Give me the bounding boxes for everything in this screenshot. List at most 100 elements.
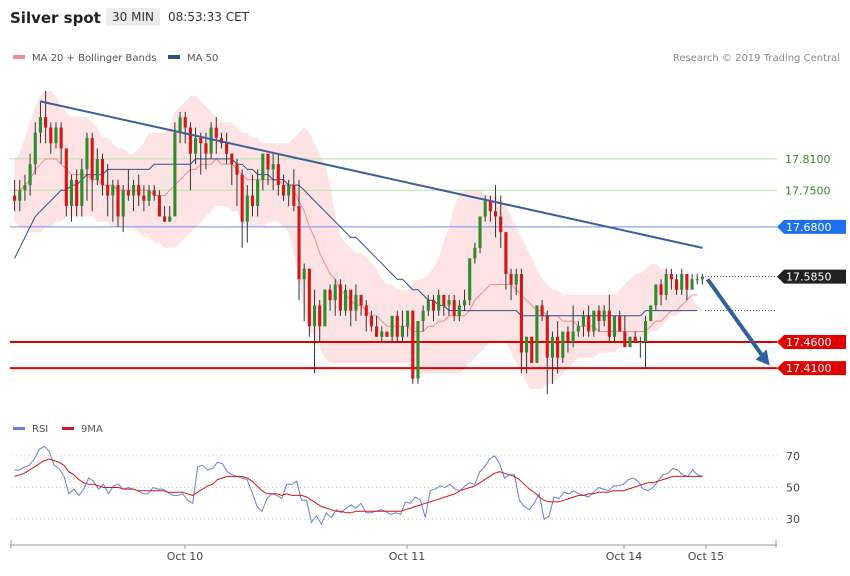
candle-bearish bbox=[64, 148, 68, 206]
candle-bullish bbox=[643, 321, 648, 342]
candle-bullish bbox=[400, 326, 405, 337]
rsi-tick-50: 50 bbox=[786, 482, 800, 495]
candle-bearish bbox=[452, 300, 456, 316]
candle-bullish bbox=[535, 305, 539, 363]
candle-bearish bbox=[493, 211, 498, 217]
last-price-tag bbox=[777, 269, 846, 284]
candle-bearish bbox=[597, 310, 601, 322]
interval-badge[interactable]: 30 MIN bbox=[106, 8, 160, 26]
candle-bearish bbox=[75, 179, 79, 206]
rsi-line bbox=[14, 445, 703, 525]
candle-bearish bbox=[49, 127, 53, 144]
rsi-legend-swatch bbox=[13, 427, 25, 430]
candle-bearish bbox=[116, 185, 120, 217]
candle-bearish bbox=[349, 289, 353, 311]
candle-bullish bbox=[426, 300, 430, 311]
level-tag-17.6800 bbox=[777, 219, 846, 234]
candle-bearish bbox=[504, 232, 508, 274]
candle-bearish bbox=[152, 190, 156, 196]
candle-bearish bbox=[375, 326, 379, 337]
candle-bearish bbox=[183, 117, 187, 128]
candle-bullish bbox=[333, 284, 337, 301]
ma50-legend-label: MA 50 bbox=[187, 53, 218, 64]
candle-bearish bbox=[618, 315, 622, 332]
level-label-17.4600: 17.4600 bbox=[786, 336, 832, 349]
ma20-legend-swatch bbox=[13, 55, 25, 59]
candle-bullish bbox=[690, 279, 694, 290]
candle-bullish bbox=[95, 158, 99, 180]
candle-bullish bbox=[664, 274, 668, 295]
candle-bearish bbox=[230, 153, 234, 165]
candle-bullish bbox=[612, 315, 617, 337]
candle-bearish bbox=[235, 164, 239, 175]
candle-bullish bbox=[344, 289, 348, 311]
candle-bullish bbox=[654, 284, 658, 306]
candle-bearish bbox=[292, 185, 296, 206]
candle-bearish bbox=[509, 274, 513, 285]
candle-bearish bbox=[13, 195, 17, 201]
candle-bullish bbox=[561, 331, 565, 358]
candle-bullish bbox=[209, 127, 213, 154]
candle-bullish bbox=[261, 153, 265, 180]
candle-bullish bbox=[700, 276, 704, 280]
level-label-17.7500: 17.7500 bbox=[785, 184, 831, 197]
level-label-17.4100: 17.4100 bbox=[786, 362, 832, 375]
candle-bearish bbox=[442, 294, 446, 306]
candle-bearish bbox=[607, 310, 611, 337]
candle-bearish bbox=[137, 185, 141, 196]
instrument-title: Silver spot bbox=[10, 9, 101, 27]
candle-bearish bbox=[318, 305, 322, 327]
candle-bearish bbox=[540, 305, 544, 316]
candle-bullish bbox=[111, 185, 115, 196]
candle-bearish bbox=[59, 127, 63, 149]
header-bar: Silver spot 30 MIN 08:53:33 CET bbox=[0, 0, 850, 36]
x-tick-label: Oct 10 bbox=[167, 550, 204, 563]
candle-bullish bbox=[571, 331, 575, 342]
candle-bearish bbox=[44, 117, 48, 128]
candle-bearish bbox=[281, 185, 286, 196]
x-tick-label: Oct 11 bbox=[389, 550, 426, 563]
x-tick-label: Oct 14 bbox=[606, 550, 643, 563]
candle-bullish bbox=[69, 179, 74, 206]
candle-bullish bbox=[38, 117, 42, 133]
rsi-plot: 70 50 30 bbox=[12, 445, 800, 526]
candle-bearish bbox=[225, 143, 229, 154]
candle-bullish bbox=[323, 289, 327, 327]
candle-bullish bbox=[437, 294, 441, 311]
candle-bullish bbox=[550, 336, 554, 358]
rsi-legend: RSI 9MA bbox=[13, 424, 103, 435]
candle-bullish bbox=[54, 127, 58, 144]
candle-bearish bbox=[199, 138, 203, 144]
candle-bearish bbox=[364, 305, 368, 316]
candle-bullish bbox=[245, 195, 249, 222]
candle-bullish bbox=[178, 117, 182, 133]
candle-bullish bbox=[602, 310, 606, 322]
candle-bullish bbox=[287, 185, 291, 196]
candle-bullish bbox=[380, 331, 384, 337]
candle-bearish bbox=[157, 195, 161, 217]
candle-bullish bbox=[592, 310, 596, 332]
candle-bearish bbox=[499, 216, 503, 233]
ma9-legend-swatch bbox=[62, 427, 74, 430]
candle-bearish bbox=[566, 331, 570, 342]
rsi-ma9-line bbox=[14, 458, 703, 514]
candle-bearish bbox=[214, 127, 218, 138]
rsi-legend-label: RSI bbox=[32, 424, 48, 435]
candle-bullish bbox=[462, 300, 467, 306]
candle-bearish bbox=[266, 153, 270, 170]
candle-bullish bbox=[194, 138, 198, 154]
x-axis: Oct 10 Oct 11 Oct 14 Oct 15 bbox=[10, 540, 777, 563]
candle-bearish bbox=[297, 206, 301, 280]
candle-bearish bbox=[369, 315, 373, 327]
level-tag-17.4100 bbox=[777, 361, 846, 376]
projection-arrow-head bbox=[755, 349, 770, 366]
candle-bearish bbox=[250, 195, 255, 206]
candle-bullish bbox=[638, 342, 642, 343]
candle-bearish bbox=[276, 164, 280, 186]
candle-bearish bbox=[142, 195, 146, 201]
candle-bullish bbox=[478, 216, 482, 248]
candle-bullish bbox=[33, 132, 37, 165]
candle-bullish bbox=[121, 190, 125, 217]
candle-bearish bbox=[338, 284, 342, 311]
projection-arrow-shaft bbox=[705, 278, 766, 359]
